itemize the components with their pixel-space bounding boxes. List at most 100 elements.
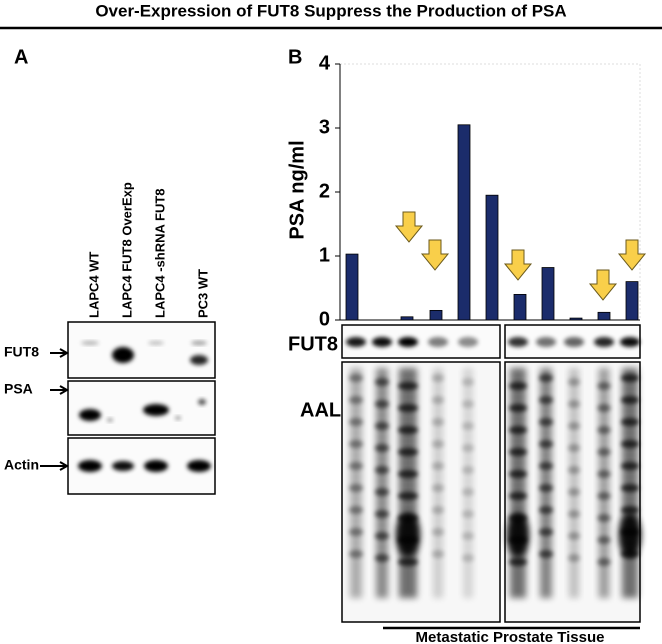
blot-band xyxy=(375,422,389,430)
blot-band xyxy=(432,440,444,448)
label-arrow xyxy=(50,385,70,395)
blot-band xyxy=(349,484,363,492)
blot-band xyxy=(375,378,389,386)
blot-band xyxy=(432,484,444,492)
blot-band xyxy=(349,396,363,404)
bar xyxy=(625,281,639,321)
blot-band xyxy=(398,558,418,566)
blot-band xyxy=(428,337,448,347)
blot-band xyxy=(432,550,444,558)
blot-band xyxy=(375,554,389,562)
blot-band xyxy=(375,444,389,452)
blot-band xyxy=(462,510,474,518)
blot-band xyxy=(432,462,444,470)
blot-band xyxy=(597,470,611,478)
blot-band xyxy=(509,492,527,500)
blot-band xyxy=(144,460,168,472)
blot-band xyxy=(112,461,134,471)
blot-band xyxy=(375,400,389,408)
bar xyxy=(485,194,499,321)
y-tick-label: 3 xyxy=(319,116,330,138)
blot-band xyxy=(81,341,99,345)
blot-smear xyxy=(433,368,443,598)
blot-band xyxy=(621,396,639,404)
blot-band xyxy=(621,440,639,448)
blot-band xyxy=(432,418,444,426)
blot-band xyxy=(462,378,474,386)
blot-band xyxy=(396,513,420,557)
blot-band xyxy=(148,341,164,345)
blot-band xyxy=(507,513,529,557)
blot-band xyxy=(462,554,474,562)
blot-band xyxy=(509,404,527,412)
blot-smear xyxy=(463,368,473,598)
blot-band xyxy=(539,484,553,492)
blot-band xyxy=(621,418,639,426)
blot-band xyxy=(568,444,580,452)
blot-band xyxy=(432,506,444,514)
blot-band xyxy=(539,550,553,558)
blot-band xyxy=(375,510,389,518)
blot-band xyxy=(372,337,392,347)
blot-band xyxy=(346,337,366,347)
blot-band xyxy=(432,528,444,536)
blot-band xyxy=(432,396,444,404)
blot-band xyxy=(597,448,611,456)
blot-band xyxy=(398,337,418,347)
blot-band xyxy=(621,462,639,470)
blot-band xyxy=(398,492,418,500)
blot-band xyxy=(143,404,169,416)
lane-label: PC3 WT xyxy=(195,269,210,318)
blot-band xyxy=(539,374,553,382)
blot-band xyxy=(398,404,418,412)
blot-band xyxy=(568,466,580,474)
bar xyxy=(541,267,555,321)
bar xyxy=(569,317,583,321)
highlight-arrow xyxy=(420,239,450,271)
blot-band xyxy=(568,554,580,562)
label-arrow xyxy=(40,461,70,471)
blot-band xyxy=(349,528,363,536)
bar-chart: 0 1 2 3 4 PSA ng/ml xyxy=(286,52,647,330)
bar xyxy=(400,316,414,321)
bar xyxy=(429,309,443,321)
blot-band xyxy=(398,470,418,478)
blot-band xyxy=(597,514,611,522)
blot-frame xyxy=(341,361,501,623)
blot-band xyxy=(597,404,611,412)
blot-band xyxy=(432,374,444,382)
highlight-arrow xyxy=(588,269,618,301)
blot-band xyxy=(509,448,527,456)
blot-band xyxy=(564,337,584,347)
blot-band xyxy=(539,440,553,448)
blot-band xyxy=(597,382,611,390)
blot-band xyxy=(568,510,580,518)
blot-band xyxy=(597,426,611,434)
label-arrow xyxy=(50,348,70,358)
blot-band xyxy=(462,422,474,430)
blot-band xyxy=(187,460,211,472)
y-axis-title: PSA ng/ml xyxy=(286,140,308,239)
blot-band xyxy=(621,374,639,382)
bar xyxy=(457,124,471,321)
highlight-arrow xyxy=(394,211,424,243)
blot-band xyxy=(398,426,418,434)
blot-label: Actin xyxy=(4,457,39,473)
blot-band xyxy=(594,337,614,347)
blot-band xyxy=(539,462,553,470)
blot-smear xyxy=(569,368,579,598)
blots: LAPC4 WT LAPC4 FUT8 OverExp LAPC4 -shRNA F… xyxy=(4,182,641,644)
blot-band xyxy=(621,506,639,514)
blot-frame xyxy=(67,380,216,436)
blot-label: PSA xyxy=(4,381,33,397)
blot-band xyxy=(107,418,113,422)
blot-band xyxy=(539,528,553,536)
panel-label: B xyxy=(288,46,302,68)
blot-band xyxy=(349,440,363,448)
blot-band xyxy=(458,337,478,347)
highlight-arrow xyxy=(617,239,647,271)
blot-band xyxy=(462,532,474,540)
blot-frame xyxy=(67,321,216,379)
blot-band xyxy=(190,355,208,365)
blot-band xyxy=(509,426,527,434)
